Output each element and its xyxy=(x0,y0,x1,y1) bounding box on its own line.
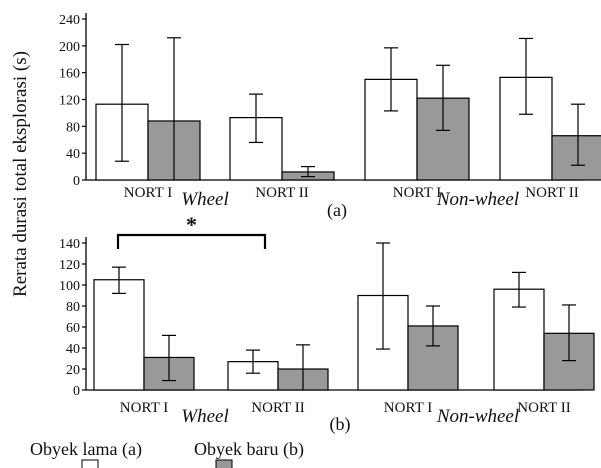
y-tick-label-b: 80 xyxy=(66,300,80,315)
legend-label-old: Obyek lama (a) xyxy=(30,439,142,460)
y-tick-label-b: 20 xyxy=(66,363,80,378)
group-label-a: Wheel xyxy=(181,189,228,210)
chart-panel-b: 0 20 40 60 80 100 120 140 NORT I NORT II NORT I NOR… xyxy=(59,212,595,435)
y-tick-label-b: 100 xyxy=(59,279,80,294)
category-label-a: NORT II xyxy=(255,185,308,201)
category-label-a: NORT I xyxy=(393,185,441,201)
significance-marker: * xyxy=(186,212,197,237)
y-tick-label-a: 240 xyxy=(59,13,80,28)
panel-label-b: (b) xyxy=(330,414,351,435)
bar-a-old xyxy=(364,78,418,181)
group-label-b: Wheel xyxy=(181,406,228,427)
y-tick-label-a: 160 xyxy=(59,67,80,82)
legend-swatch-old xyxy=(81,459,99,468)
legend-label-new: Obyek baru (b) xyxy=(194,439,304,460)
y-axis-label: Rerata durasi total eksplorasi (s) xyxy=(10,51,31,297)
panel-label-a: (a) xyxy=(327,200,347,221)
significance-bracket xyxy=(116,233,267,249)
y-tick-label-a: 40 xyxy=(66,147,80,162)
group-label-a: Non-wheel xyxy=(436,189,519,210)
group-label-b: Non-wheel xyxy=(436,406,519,427)
category-label-b: NORT I xyxy=(120,400,168,416)
legend: Obyek lama (a) Obyek baru (b) xyxy=(30,439,304,468)
y-tick-label-b: 140 xyxy=(59,237,80,252)
category-label-a: NORT II xyxy=(525,185,578,201)
bar-a-new xyxy=(551,135,601,181)
category-label-b: NORT II xyxy=(517,400,570,416)
y-tick-label-b: 40 xyxy=(66,342,80,357)
y-tick-label-a: 0 xyxy=(73,174,80,189)
legend-swatch-new xyxy=(215,459,233,468)
y-tick-label-a: 80 xyxy=(66,120,80,135)
y-tick-label-a: 120 xyxy=(59,94,80,109)
y-tick-label-a: 200 xyxy=(59,40,80,55)
y-tick-label-b: 60 xyxy=(66,321,80,336)
category-label-b: NORT I xyxy=(384,400,432,416)
chart-panel-a: 0 40 80 120 160 200 240 NORT I NORT II NORT I NORT… xyxy=(59,13,601,221)
category-label-a: NORT I xyxy=(124,185,172,201)
category-label-b: NORT II xyxy=(251,400,304,416)
y-tick-label-b: 0 xyxy=(73,384,80,399)
bar-b-old xyxy=(93,279,145,391)
y-tick-label-b: 120 xyxy=(59,258,80,273)
